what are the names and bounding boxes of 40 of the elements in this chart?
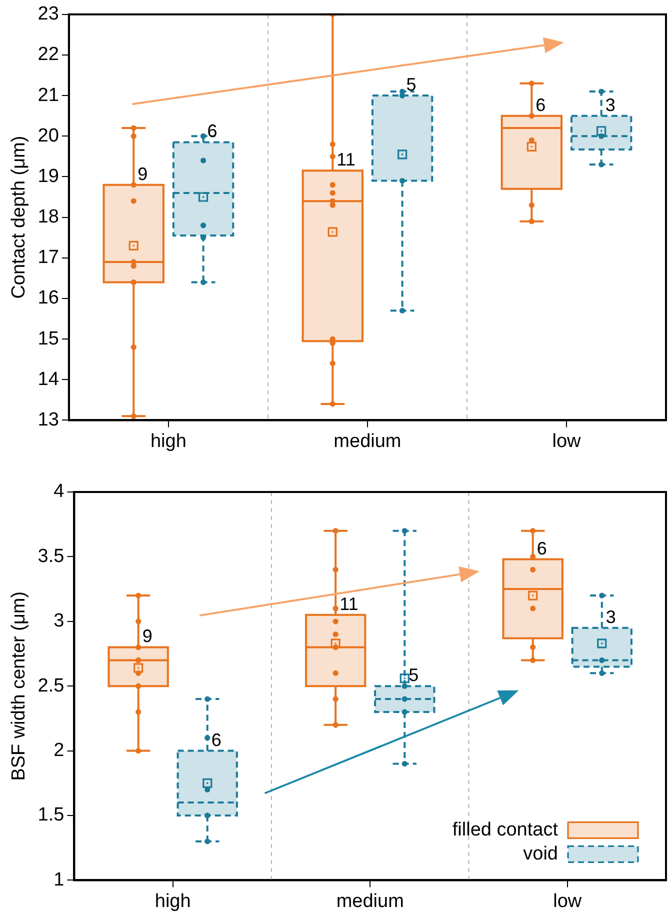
y-tick-label: 13 [38, 409, 59, 430]
y-tick-label: 21 [38, 84, 59, 106]
text: 3 [605, 94, 616, 115]
y-tick-label: 2.5 [38, 675, 64, 696]
y-tick-label: 15 [38, 328, 59, 350]
text: 6 [536, 94, 546, 115]
text: 11 [336, 150, 356, 170]
text: 6 [211, 730, 222, 750]
legend-label: void [523, 843, 558, 864]
x-tick-label: high [150, 430, 186, 452]
text: 3 [606, 606, 616, 627]
x-tick-label: medium [334, 430, 402, 452]
y-tick-label: 3 [54, 610, 64, 632]
x-tick-label: medium [336, 890, 404, 912]
y-axis-title: Contact depth (μm) [8, 136, 30, 299]
legend-label: filled contact [452, 819, 559, 840]
text: 5 [406, 74, 416, 95]
y-axis-title: BSF width center (μm) [8, 591, 30, 781]
y-tick-label: 19 [38, 166, 59, 187]
y-tick-label: 4 [54, 481, 65, 502]
y-tick-label: 20 [38, 125, 59, 146]
text: 11 [340, 594, 358, 614]
y-tick-label: 22 [38, 44, 59, 66]
y-tick-label: 1 [54, 869, 64, 890]
x-tick-label: low [553, 890, 582, 912]
y-tick-label: 18 [38, 206, 59, 228]
x-tick-label: high [154, 890, 191, 912]
text: 6 [536, 538, 547, 558]
y-tick-label: 17 [38, 247, 59, 268]
y-tick-label: 14 [38, 368, 60, 390]
text: 9 [138, 164, 148, 184]
text: 6 [207, 121, 218, 142]
x-tick-label: low [552, 430, 582, 452]
y-tick-label: 3.5 [38, 546, 64, 567]
text: 5 [408, 665, 419, 686]
y-tick-label: 2 [54, 740, 64, 762]
y-tick-label: 16 [38, 288, 59, 309]
y-tick-label: 1.5 [38, 804, 64, 826]
text: 9 [142, 626, 152, 646]
y-tick-label: 23 [38, 4, 59, 25]
